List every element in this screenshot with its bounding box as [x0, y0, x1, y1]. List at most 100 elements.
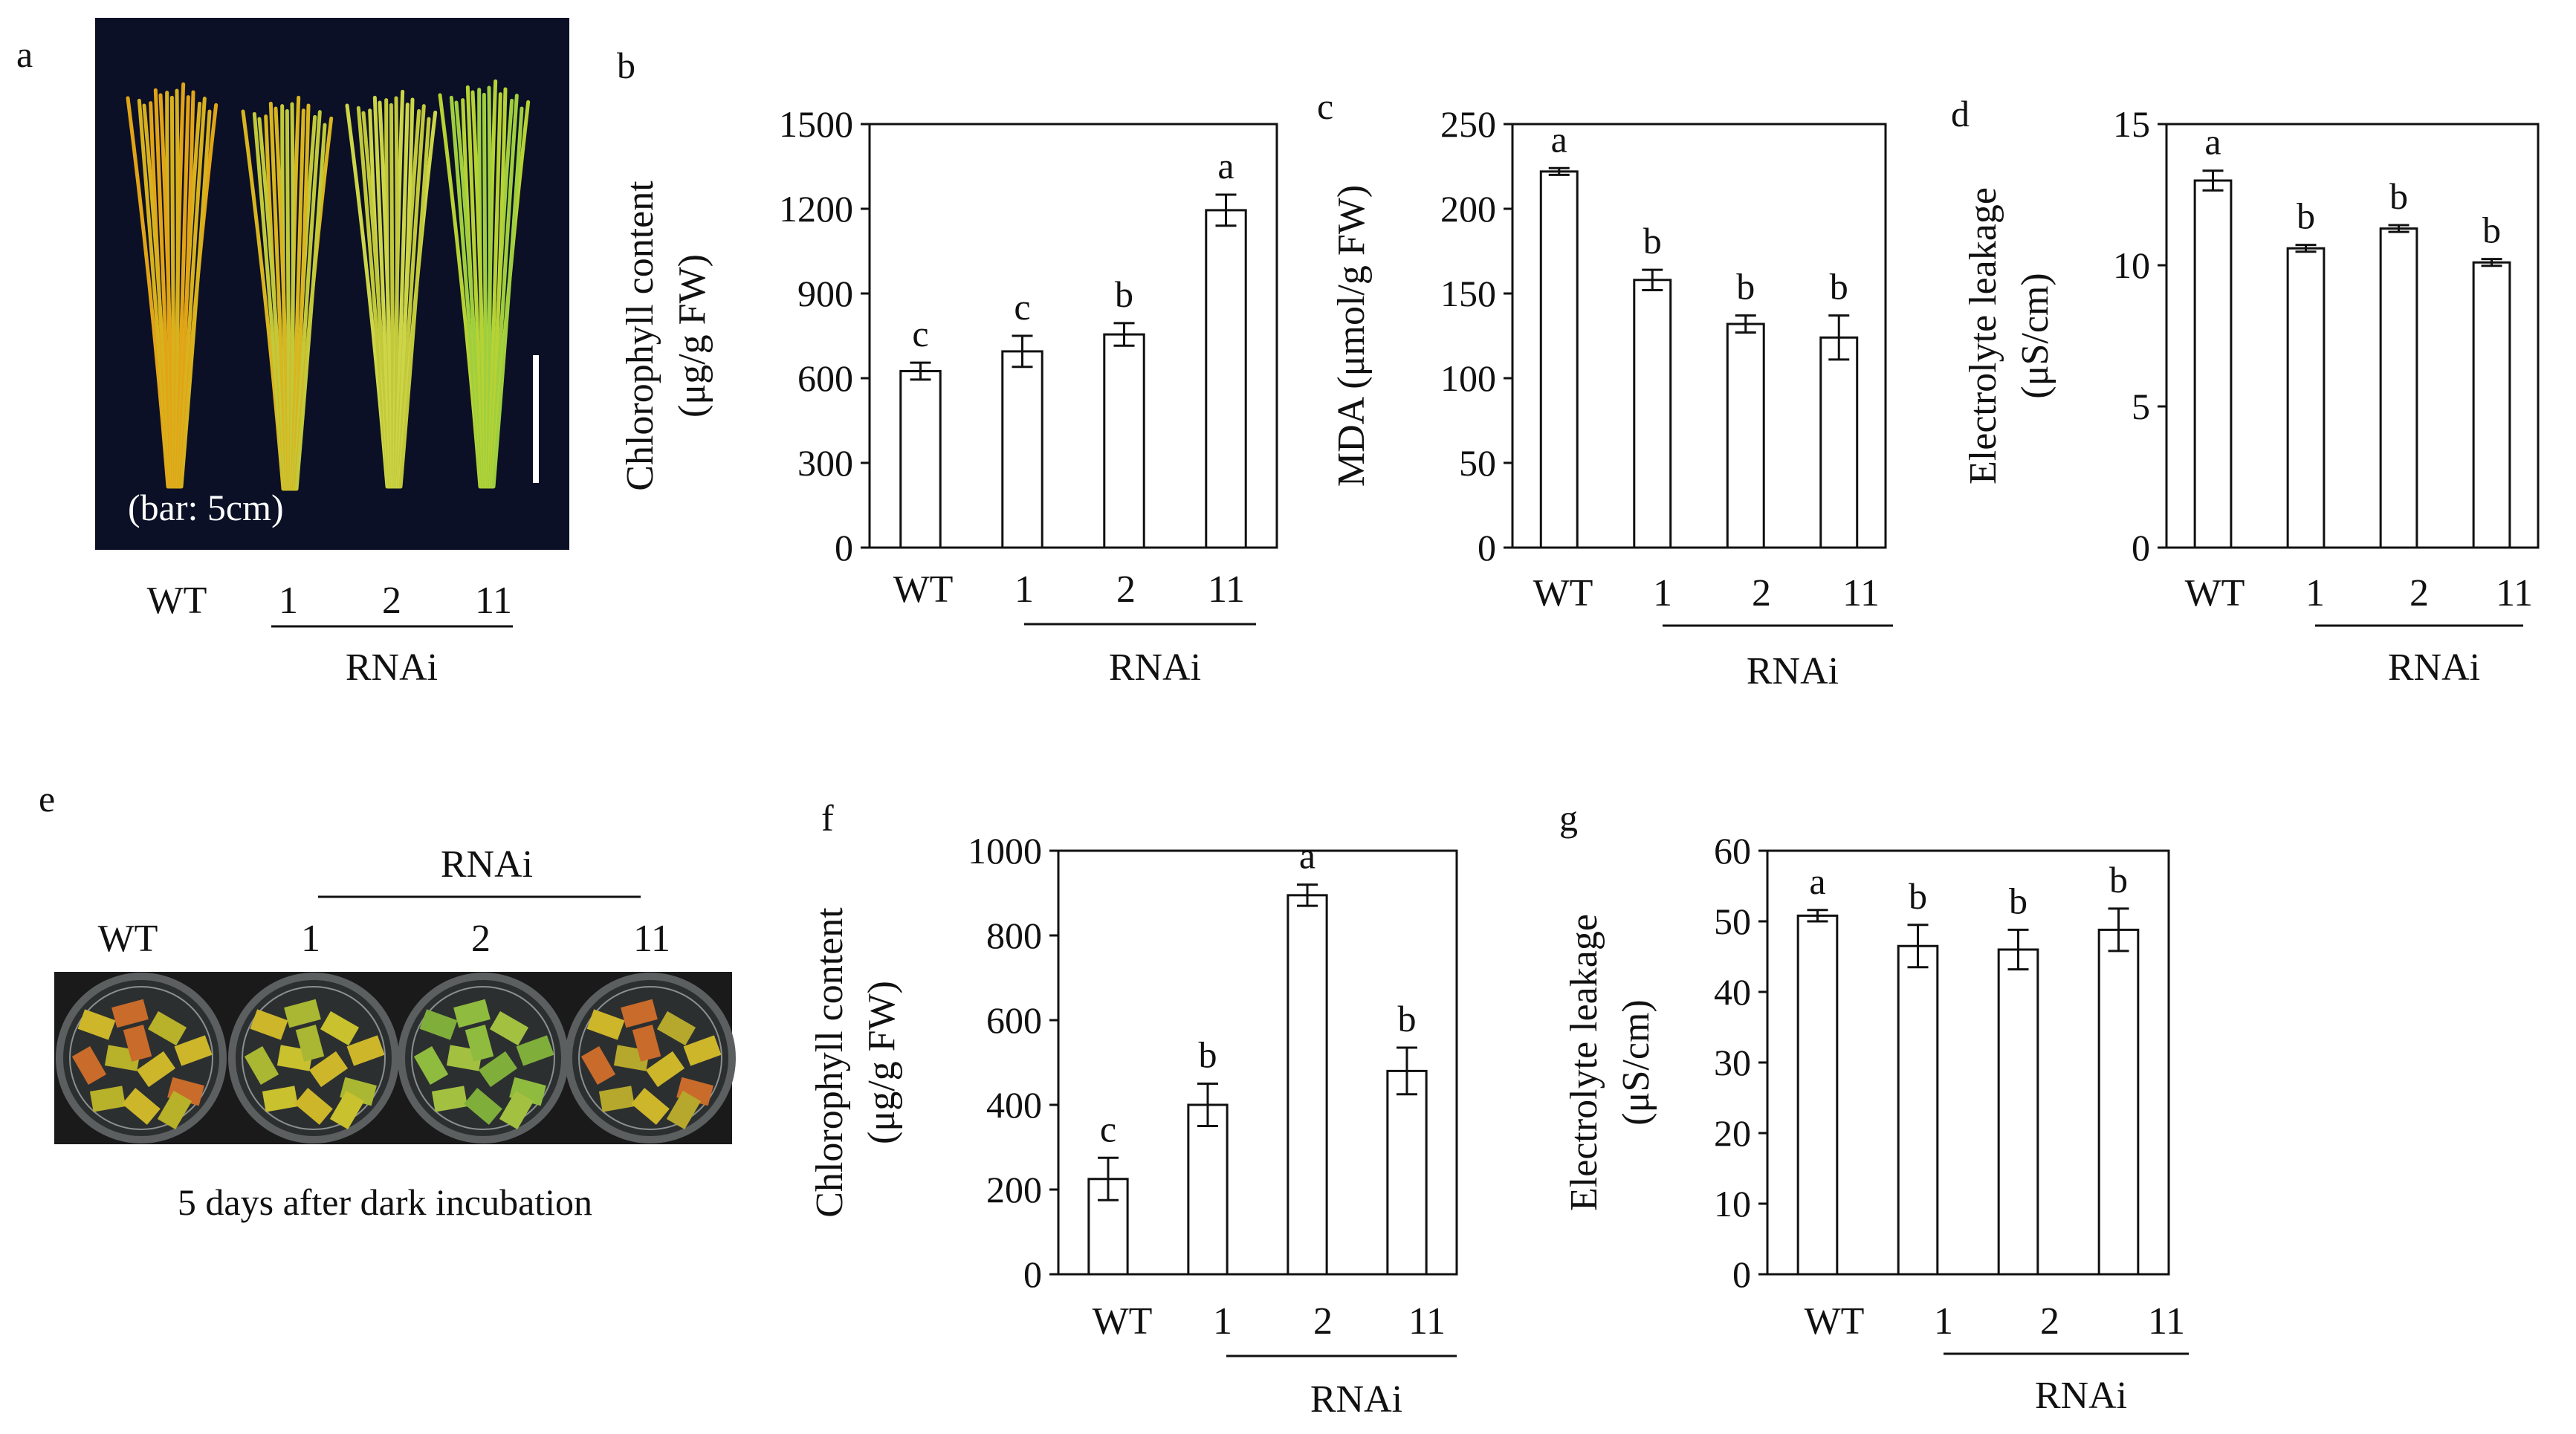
- photo-a-label-wt: WT: [147, 580, 207, 622]
- photo-e-label-11: 11: [633, 918, 670, 960]
- y-tick-label: 1000: [968, 830, 1042, 872]
- x-tick-label: 11: [2148, 1300, 2185, 1343]
- leaf-segment: [157, 1090, 192, 1130]
- plot-frame: [1511, 123, 1887, 549]
- photo-a-scale-label: (bar: 5cm): [128, 487, 284, 528]
- photo-e-group-label: RNAi: [441, 843, 533, 886]
- y-axis-label-unit: (μg/g FW): [671, 254, 713, 418]
- chart-d: 0 5 10 15 Electrolyte leakage (μS/cm) a b b b WT 1 2…: [1962, 103, 2540, 689]
- leaf-segment: [516, 1035, 554, 1066]
- bar-2: [2379, 227, 2418, 549]
- petri-dish-rim: [578, 986, 722, 1130]
- y-tick-label: 800: [986, 915, 1042, 956]
- leaf-segment: [598, 1086, 635, 1112]
- leaf-segment: [284, 999, 321, 1028]
- panel-letter-e: e: [39, 778, 55, 820]
- bar-1: [1187, 1103, 1229, 1276]
- bar-2: [1726, 322, 1765, 549]
- leaf-segment: [453, 999, 491, 1028]
- significance-letter: b: [1643, 220, 1662, 262]
- significance-letter: b: [2009, 880, 2028, 921]
- chart-f: 0 200 400 600 800 1000 Chlorophyll content (μg/…: [809, 830, 1458, 1421]
- scale-bar: [533, 355, 539, 483]
- y-tick-label: 20: [1714, 1112, 1751, 1154]
- leaf-segment: [489, 1010, 529, 1046]
- y-tick-label: 0: [835, 527, 853, 568]
- y-axis-label: Electrolyte leakage: [1962, 187, 2004, 484]
- leaf-segment: [499, 1090, 534, 1130]
- x-tick-label: 2: [1752, 572, 1771, 614]
- group-label: RNAi: [1310, 1378, 1402, 1421]
- leaf-segment: [666, 1090, 702, 1130]
- bar-1: [2286, 247, 2326, 549]
- leaf-segment: [431, 1086, 468, 1112]
- x-tick-label: 1: [1934, 1300, 1953, 1343]
- y-axis-label-unit: (μS/cm): [1615, 999, 1657, 1125]
- y-axis-label-unit: (μg/g FW): [861, 981, 903, 1144]
- significance-letter: b: [1398, 998, 1417, 1039]
- leaf-segment: [122, 1088, 161, 1125]
- bar-11: [1819, 336, 1859, 549]
- significance-letter: b: [1909, 875, 1927, 917]
- significance-letter: a: [1299, 835, 1315, 877]
- y-tick-label: 10: [1714, 1183, 1751, 1224]
- petri-dish-rim: [411, 986, 555, 1130]
- y-tick-label: 0: [1732, 1253, 1751, 1295]
- y-tick-label: 1500: [779, 103, 853, 145]
- x-tick-label: 2: [1116, 568, 1136, 611]
- leaf-segment: [419, 1009, 458, 1040]
- leaf-segment: [250, 1009, 288, 1040]
- bar-2: [1997, 948, 2039, 1276]
- significance-letter: b: [1736, 266, 1755, 308]
- bar-2: [1287, 894, 1328, 1276]
- x-tick-label: WT: [1805, 1300, 1865, 1343]
- significance-letter: a: [1809, 860, 1825, 902]
- x-tick-label: 2: [2040, 1300, 2059, 1343]
- chart-g: 0 10 20 30 40 50 60 Electrolyte leakage (μS/cm) a…: [1563, 830, 2189, 1417]
- leaf-segment: [346, 1035, 385, 1066]
- panel-letter-d: d: [1951, 93, 1970, 134]
- leaf-segment: [645, 1051, 685, 1088]
- plot-frame: [1057, 849, 1458, 1276]
- y-axis-label: Electrolyte leakage: [1563, 914, 1605, 1211]
- bar-WT: [1796, 914, 1839, 1276]
- panel-letter-c: c: [1317, 85, 1333, 127]
- x-tick-label: WT: [1093, 1300, 1153, 1343]
- y-tick-label: 200: [986, 1169, 1042, 1210]
- y-tick-label: 250: [1440, 103, 1496, 145]
- leaf-segment: [295, 1025, 325, 1062]
- y-tick-label: 0: [1478, 527, 1496, 568]
- photo-a-plants: [126, 79, 531, 491]
- leaf-segment: [465, 1025, 494, 1062]
- photo-a-label-1: 1: [279, 580, 298, 622]
- leaf-segment: [89, 1086, 126, 1112]
- leaf-segment: [478, 1051, 518, 1088]
- photo-e-label-2: 2: [471, 918, 491, 960]
- significance-letter: b: [2389, 175, 2408, 217]
- photo-a: (bar: 5cm): [95, 18, 569, 550]
- chart-c: 0 50 100 150 200 250 MDA (μmol/g FW) a b b b WT 1 2 11…: [1330, 103, 1893, 692]
- plant-stem: [294, 123, 327, 491]
- leaf-segment: [77, 1009, 116, 1040]
- x-tick-label: 11: [1842, 572, 1880, 614]
- photo-a-label-2: 2: [382, 580, 401, 622]
- leaf-segment: [320, 1010, 360, 1046]
- bar-11: [2472, 261, 2511, 549]
- group-label: RNAi: [1109, 646, 1201, 689]
- group-label: RNAi: [2388, 646, 2480, 689]
- significance-letter: c: [1014, 286, 1030, 328]
- significance-letter: b: [2297, 195, 2315, 237]
- x-tick-label: WT: [893, 568, 954, 611]
- y-tick-label: 15: [2113, 103, 2150, 145]
- leaf-segment: [586, 1009, 625, 1040]
- bar-WT: [1539, 170, 1579, 549]
- x-tick-label: 1: [1653, 572, 1672, 614]
- panel-letter-a: a: [16, 33, 33, 75]
- significance-letter: b: [1199, 1034, 1217, 1076]
- photo-e: [54, 972, 736, 1144]
- y-tick-label: 40: [1714, 971, 1751, 1013]
- y-tick-label: 0: [2132, 527, 2150, 568]
- leaf-segment: [329, 1090, 365, 1130]
- y-tick-label: 1200: [779, 188, 853, 230]
- photo-a-label-11: 11: [475, 580, 512, 622]
